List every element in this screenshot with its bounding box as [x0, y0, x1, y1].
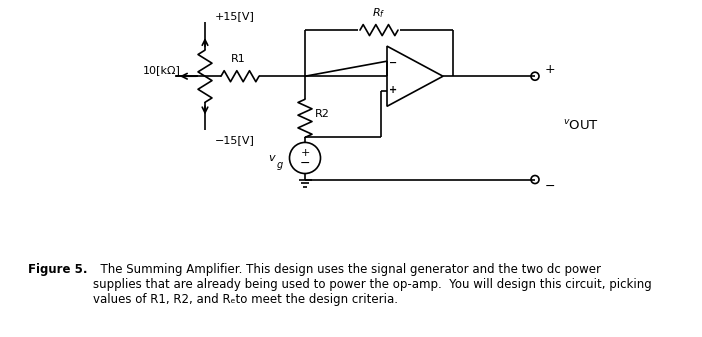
Text: R2: R2: [315, 109, 330, 119]
Text: The Summing Amplifier. This design uses the signal generator and the two dc powe: The Summing Amplifier. This design uses …: [93, 263, 651, 306]
Text: +: +: [545, 63, 555, 76]
Text: g: g: [277, 160, 283, 170]
Text: −15[V]: −15[V]: [215, 135, 255, 146]
Text: +15[V]: +15[V]: [215, 11, 255, 21]
Text: $v$: $v$: [267, 153, 276, 163]
Text: −: −: [300, 157, 310, 170]
Text: 10[kΩ]: 10[kΩ]: [143, 65, 181, 75]
Text: −: −: [389, 58, 397, 68]
Text: $R_f$: $R_f$: [372, 6, 385, 20]
Text: Figure 5.: Figure 5.: [28, 263, 88, 276]
Text: R1: R1: [231, 54, 246, 64]
Text: +: +: [389, 85, 397, 95]
Text: −: −: [545, 180, 555, 193]
Text: +: +: [300, 148, 310, 158]
Text: $^v$OUT: $^v$OUT: [563, 119, 599, 133]
